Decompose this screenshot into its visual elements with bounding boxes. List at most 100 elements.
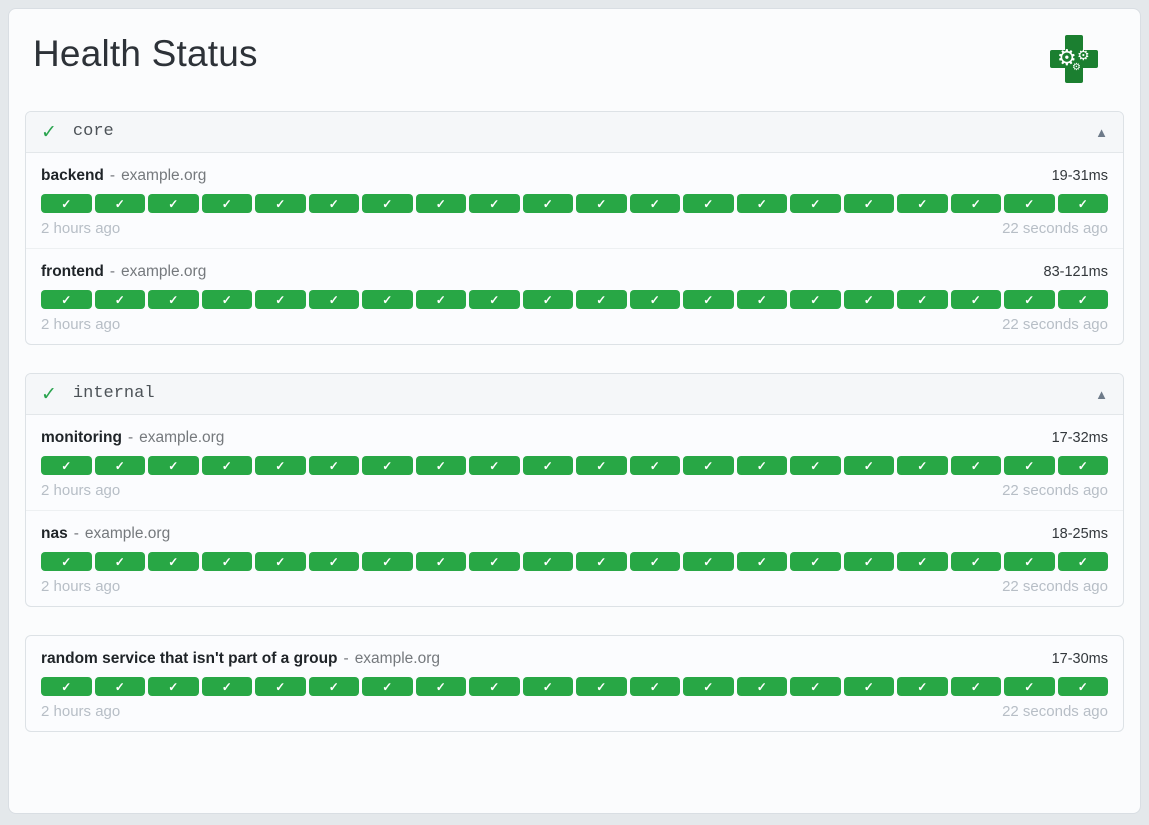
status-badge-up[interactable]: ✓ xyxy=(736,456,787,475)
status-badge-up[interactable]: ✓ xyxy=(362,194,413,213)
status-badge-up[interactable]: ✓ xyxy=(148,194,199,213)
status-badge-up[interactable]: ✓ xyxy=(1004,194,1055,213)
status-badge-up[interactable]: ✓ xyxy=(736,552,787,571)
status-badge-up[interactable]: ✓ xyxy=(950,290,1001,309)
status-badge-up[interactable]: ✓ xyxy=(201,290,252,309)
status-badge-up[interactable]: ✓ xyxy=(843,194,894,213)
status-badge-up[interactable]: ✓ xyxy=(843,552,894,571)
status-badge-up[interactable]: ✓ xyxy=(576,290,627,309)
status-badge-up[interactable]: ✓ xyxy=(522,552,573,571)
status-badge-up[interactable]: ✓ xyxy=(843,677,894,696)
status-badge-up[interactable]: ✓ xyxy=(683,677,734,696)
status-badge-up[interactable]: ✓ xyxy=(950,194,1001,213)
status-badge-up[interactable]: ✓ xyxy=(469,290,520,309)
status-badge-up[interactable]: ✓ xyxy=(362,552,413,571)
status-badge-up[interactable]: ✓ xyxy=(629,290,680,309)
status-badge-up[interactable]: ✓ xyxy=(1057,552,1108,571)
status-badge-up[interactable]: ✓ xyxy=(790,677,841,696)
group-header-core[interactable]: ✓ core ▲ xyxy=(26,112,1123,153)
status-badge-up[interactable]: ✓ xyxy=(41,552,92,571)
status-badge-up[interactable]: ✓ xyxy=(201,456,252,475)
status-badge-up[interactable]: ✓ xyxy=(629,194,680,213)
collapse-chevron-up-icon[interactable]: ▲ xyxy=(1095,124,1108,140)
status-badge-up[interactable]: ✓ xyxy=(148,290,199,309)
status-badge-up[interactable]: ✓ xyxy=(201,677,252,696)
status-badge-up[interactable]: ✓ xyxy=(1004,290,1055,309)
status-badge-up[interactable]: ✓ xyxy=(201,194,252,213)
status-badge-up[interactable]: ✓ xyxy=(469,552,520,571)
status-badge-up[interactable]: ✓ xyxy=(1004,456,1055,475)
status-badge-up[interactable]: ✓ xyxy=(362,677,413,696)
status-badge-up[interactable]: ✓ xyxy=(790,456,841,475)
status-badge-up[interactable]: ✓ xyxy=(950,456,1001,475)
status-badge-up[interactable]: ✓ xyxy=(308,194,359,213)
status-badge-up[interactable]: ✓ xyxy=(629,456,680,475)
status-badge-up[interactable]: ✓ xyxy=(415,552,466,571)
collapse-chevron-up-icon[interactable]: ▲ xyxy=(1095,386,1108,402)
status-badge-up[interactable]: ✓ xyxy=(415,456,466,475)
status-badge-up[interactable]: ✓ xyxy=(255,677,306,696)
status-badge-up[interactable]: ✓ xyxy=(308,290,359,309)
status-badge-up[interactable]: ✓ xyxy=(308,456,359,475)
status-badge-up[interactable]: ✓ xyxy=(790,552,841,571)
status-badge-up[interactable]: ✓ xyxy=(94,677,145,696)
status-badge-up[interactable]: ✓ xyxy=(94,456,145,475)
status-badge-up[interactable]: ✓ xyxy=(576,552,627,571)
status-badge-up[interactable]: ✓ xyxy=(522,677,573,696)
status-badge-up[interactable]: ✓ xyxy=(897,290,948,309)
status-badge-up[interactable]: ✓ xyxy=(1057,194,1108,213)
status-badge-up[interactable]: ✓ xyxy=(790,290,841,309)
status-badge-up[interactable]: ✓ xyxy=(843,290,894,309)
status-badge-up[interactable]: ✓ xyxy=(148,677,199,696)
status-badge-up[interactable]: ✓ xyxy=(897,194,948,213)
status-badge-up[interactable]: ✓ xyxy=(41,677,92,696)
status-badge-up[interactable]: ✓ xyxy=(469,677,520,696)
status-badge-up[interactable]: ✓ xyxy=(683,290,734,309)
status-badge-up[interactable]: ✓ xyxy=(201,552,252,571)
status-badge-up[interactable]: ✓ xyxy=(1057,456,1108,475)
status-badge-up[interactable]: ✓ xyxy=(148,552,199,571)
status-badge-up[interactable]: ✓ xyxy=(522,456,573,475)
status-badge-up[interactable]: ✓ xyxy=(415,194,466,213)
group-header-internal[interactable]: ✓ internal ▲ xyxy=(26,374,1123,415)
status-badge-up[interactable]: ✓ xyxy=(522,290,573,309)
status-badge-up[interactable]: ✓ xyxy=(522,194,573,213)
status-badge-up[interactable]: ✓ xyxy=(683,194,734,213)
status-badge-up[interactable]: ✓ xyxy=(683,552,734,571)
status-badge-up[interactable]: ✓ xyxy=(950,677,1001,696)
status-badge-up[interactable]: ✓ xyxy=(897,677,948,696)
status-badge-up[interactable]: ✓ xyxy=(308,552,359,571)
status-badge-up[interactable]: ✓ xyxy=(736,290,787,309)
status-badge-up[interactable]: ✓ xyxy=(362,456,413,475)
status-badge-up[interactable]: ✓ xyxy=(41,290,92,309)
status-badge-up[interactable]: ✓ xyxy=(41,194,92,213)
status-badge-up[interactable]: ✓ xyxy=(576,194,627,213)
status-badge-up[interactable]: ✓ xyxy=(683,456,734,475)
status-badge-up[interactable]: ✓ xyxy=(41,456,92,475)
status-badge-up[interactable]: ✓ xyxy=(94,552,145,571)
status-badge-up[interactable]: ✓ xyxy=(1057,677,1108,696)
status-badge-up[interactable]: ✓ xyxy=(897,456,948,475)
status-badge-up[interactable]: ✓ xyxy=(94,194,145,213)
status-badge-up[interactable]: ✓ xyxy=(1004,677,1055,696)
status-badge-up[interactable]: ✓ xyxy=(94,290,145,309)
status-badge-up[interactable]: ✓ xyxy=(308,677,359,696)
status-badge-up[interactable]: ✓ xyxy=(469,194,520,213)
status-badge-up[interactable]: ✓ xyxy=(576,677,627,696)
status-badge-up[interactable]: ✓ xyxy=(1004,552,1055,571)
status-badge-up[interactable]: ✓ xyxy=(148,456,199,475)
status-badge-up[interactable]: ✓ xyxy=(255,194,306,213)
status-badge-up[interactable]: ✓ xyxy=(415,290,466,309)
status-badge-up[interactable]: ✓ xyxy=(255,290,306,309)
status-badge-up[interactable]: ✓ xyxy=(629,552,680,571)
status-badge-up[interactable]: ✓ xyxy=(950,552,1001,571)
status-badge-up[interactable]: ✓ xyxy=(629,677,680,696)
status-badge-up[interactable]: ✓ xyxy=(415,677,466,696)
status-badge-up[interactable]: ✓ xyxy=(843,456,894,475)
status-badge-up[interactable]: ✓ xyxy=(362,290,413,309)
status-badge-up[interactable]: ✓ xyxy=(736,677,787,696)
status-badge-up[interactable]: ✓ xyxy=(736,194,787,213)
status-badge-up[interactable]: ✓ xyxy=(255,456,306,475)
status-badge-up[interactable]: ✓ xyxy=(576,456,627,475)
status-badge-up[interactable]: ✓ xyxy=(1057,290,1108,309)
